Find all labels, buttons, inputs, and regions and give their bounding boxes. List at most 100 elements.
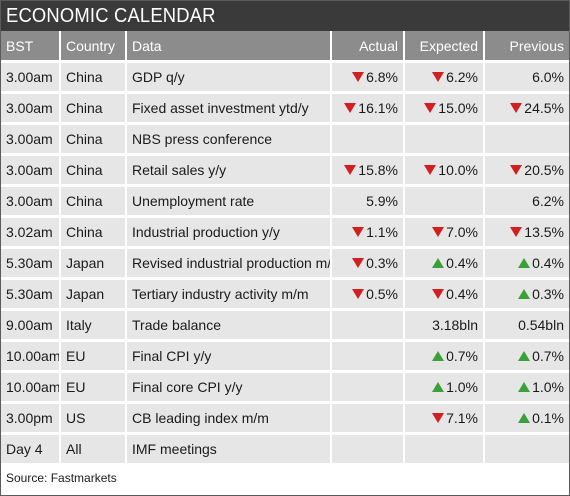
previous-value: 13.5% (524, 224, 564, 240)
up-arrow-icon (518, 289, 531, 300)
down-arrow-icon (344, 165, 357, 176)
down-arrow-icon (510, 165, 523, 176)
expected-cell (403, 432, 483, 463)
country-cell: Italy (59, 308, 125, 339)
down-arrow-icon (510, 227, 523, 238)
country-cell: Japan (59, 277, 125, 308)
table-row: 9.00am Italy Trade balance 3.18bln 0.54bln (1, 308, 569, 339)
previous-value: 0.1% (532, 410, 564, 426)
time-cell: 3.00pm (1, 401, 59, 432)
actual-value: 0.3% (366, 255, 398, 271)
indicator-cell: GDP q/y (125, 60, 330, 91)
actual-value: 16.1% (358, 100, 398, 116)
expected-cell: 6.2% (403, 60, 483, 91)
actual-cell: 16.1% (330, 91, 403, 122)
table-row: 3.00am China Unemployment rate 5.9% 6.2% (1, 184, 569, 215)
indicator-cell: Retail sales y/y (125, 153, 330, 184)
previous-value: 20.5% (524, 162, 564, 178)
expected-value: 7.1% (446, 410, 478, 426)
calendar-table: BST Country Data Actual Expected Previou… (1, 31, 569, 463)
previous-cell (483, 122, 569, 153)
column-header-previous: Previous (483, 31, 569, 60)
previous-cell: 20.5% (483, 153, 569, 184)
actual-cell (330, 339, 403, 370)
indicator-cell: Tertiary industry activity m/m (125, 277, 330, 308)
expected-cell: 0.7% (403, 339, 483, 370)
time-cell: 3.02am (1, 215, 59, 246)
country-cell: China (59, 184, 125, 215)
previous-cell: 0.4% (483, 246, 569, 277)
indicator-cell: Unemployment rate (125, 184, 330, 215)
expected-cell: 0.4% (403, 246, 483, 277)
down-arrow-icon (352, 289, 365, 300)
up-arrow-icon (432, 351, 445, 362)
expected-cell: 7.1% (403, 401, 483, 432)
column-header-bst: BST (1, 31, 59, 60)
previous-cell: 24.5% (483, 91, 569, 122)
previous-value: 1.0% (532, 379, 564, 395)
indicator-cell: CB leading index m/m (125, 401, 330, 432)
calendar-body: 3.00am China GDP q/y 6.8% 6.2% 6.0% 3.00am Chin… (1, 60, 569, 463)
column-header-expected: Expected (403, 31, 483, 60)
expected-value: 7.0% (446, 224, 478, 240)
expected-cell: 0.4% (403, 277, 483, 308)
down-arrow-icon (352, 227, 365, 238)
time-cell: 5.30am (1, 246, 59, 277)
actual-cell: 0.5% (330, 277, 403, 308)
expected-cell: 10.0% (403, 153, 483, 184)
expected-cell (403, 122, 483, 153)
up-arrow-icon (518, 382, 531, 393)
expected-value: 0.4% (446, 255, 478, 271)
time-cell: 10.00am (1, 370, 59, 401)
actual-value: 0.5% (366, 286, 398, 302)
up-arrow-icon (432, 258, 445, 269)
table-header-row: BST Country Data Actual Expected Previou… (1, 31, 569, 60)
source-note: Source: Fastmarkets (6, 471, 117, 485)
time-cell: 5.30am (1, 277, 59, 308)
down-arrow-icon (344, 103, 357, 114)
table-row: 5.30am Japan Revised industrial production… (1, 246, 569, 277)
indicator-cell: NBS press conference (125, 122, 330, 153)
up-arrow-icon (518, 413, 531, 424)
country-cell: China (59, 122, 125, 153)
indicator-cell: IMF meetings (125, 432, 330, 463)
previous-value: 24.5% (524, 100, 564, 116)
indicator-cell: Final CPI y/y (125, 339, 330, 370)
time-cell: 3.00am (1, 153, 59, 184)
previous-value: 0.7% (532, 348, 564, 364)
previous-value: 6.0% (532, 69, 564, 85)
expected-cell: 7.0% (403, 215, 483, 246)
indicator-cell: Trade balance (125, 308, 330, 339)
expected-cell: 15.0% (403, 91, 483, 122)
column-header-actual: Actual (330, 31, 403, 60)
previous-cell: 6.0% (483, 60, 569, 91)
previous-value: 0.4% (532, 255, 564, 271)
down-arrow-icon (424, 103, 437, 114)
actual-cell: 15.8% (330, 153, 403, 184)
indicator-cell: Final core CPI y/y (125, 370, 330, 401)
indicator-cell: Fixed asset investment ytd/y (125, 91, 330, 122)
time-cell: 3.00am (1, 60, 59, 91)
expected-cell (403, 184, 483, 215)
table-row: 3.00am China GDP q/y 6.8% 6.2% 6.0% (1, 60, 569, 91)
table-row: 10.00am EU Final CPI y/y 0.7% 0.7% (1, 339, 569, 370)
previous-cell: 0.1% (483, 401, 569, 432)
actual-value: 5.9% (366, 193, 398, 209)
table-row: 3.02am China Industrial production y/y 1.1%… (1, 215, 569, 246)
table-row: 3.00am China NBS press conference (1, 122, 569, 153)
country-cell: China (59, 153, 125, 184)
previous-cell: 6.2% (483, 184, 569, 215)
expected-value: 0.4% (446, 286, 478, 302)
previous-value: 6.2% (532, 193, 564, 209)
country-cell: Japan (59, 246, 125, 277)
previous-value: 0.3% (532, 286, 564, 302)
down-arrow-icon (352, 72, 365, 83)
country-cell: China (59, 215, 125, 246)
time-cell: 3.00am (1, 91, 59, 122)
table-row: Day 4 All IMF meetings (1, 432, 569, 463)
previous-cell: 0.3% (483, 277, 569, 308)
expected-value: 1.0% (446, 379, 478, 395)
previous-cell: 13.5% (483, 215, 569, 246)
expected-value: 0.7% (446, 348, 478, 364)
country-cell: US (59, 401, 125, 432)
